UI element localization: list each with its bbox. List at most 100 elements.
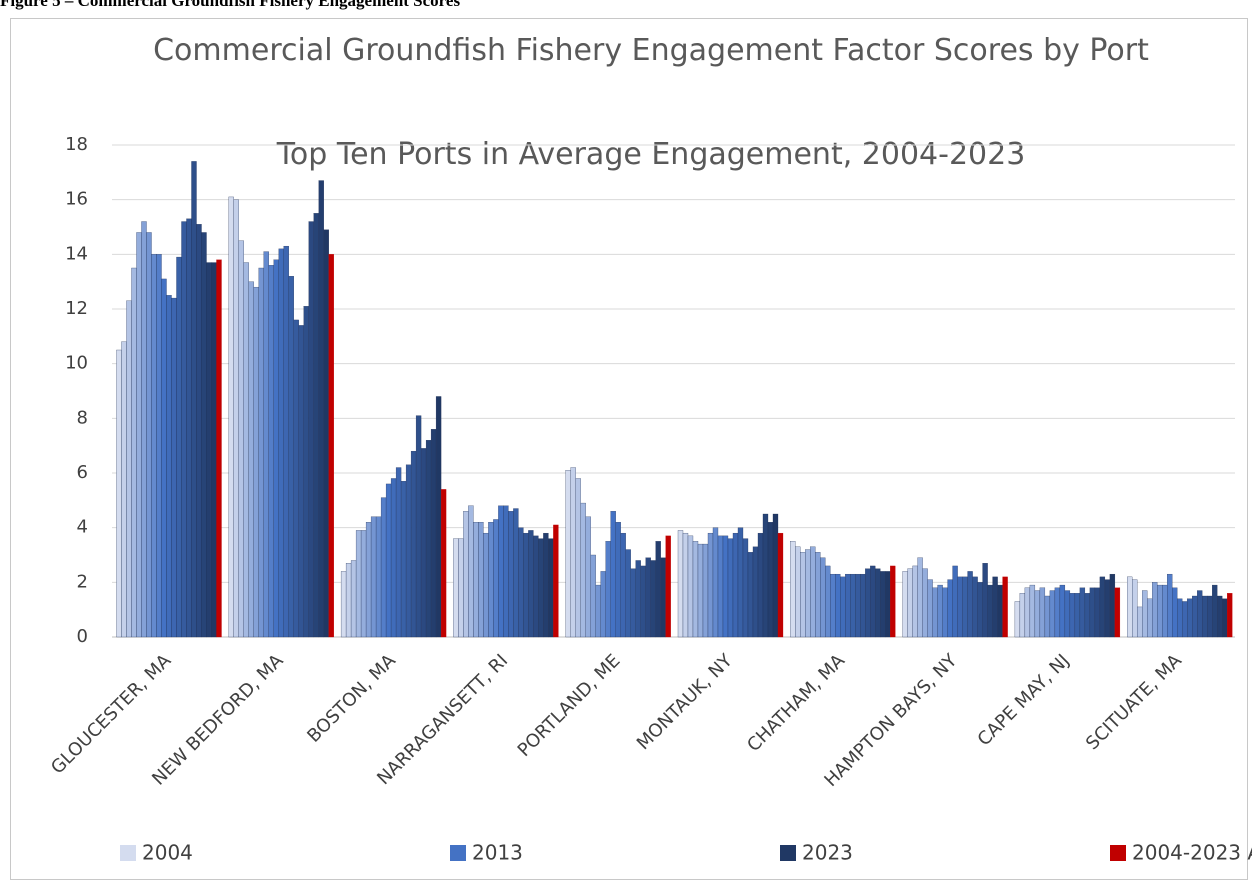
bar bbox=[790, 541, 796, 638]
bar bbox=[610, 511, 616, 638]
bar bbox=[912, 565, 918, 638]
bar bbox=[1054, 587, 1061, 638]
bar bbox=[615, 522, 621, 638]
bar bbox=[1099, 576, 1106, 638]
bar bbox=[405, 464, 412, 638]
bar bbox=[126, 300, 132, 638]
bar bbox=[825, 565, 831, 638]
bar bbox=[687, 535, 694, 638]
bar bbox=[957, 576, 963, 638]
bar bbox=[166, 295, 172, 638]
bar bbox=[625, 549, 631, 638]
bar bbox=[997, 584, 1003, 638]
bar bbox=[927, 579, 933, 638]
bar bbox=[907, 568, 913, 638]
bar bbox=[308, 221, 314, 638]
bar bbox=[263, 251, 269, 638]
bar bbox=[1064, 590, 1071, 638]
bar bbox=[146, 232, 152, 638]
bar bbox=[742, 538, 749, 638]
x-tick-label: CHATHAM, MA bbox=[743, 650, 849, 756]
bar bbox=[453, 538, 459, 638]
bar bbox=[253, 286, 259, 638]
legend-label: 2004-2023 Average bbox=[1132, 841, 1252, 865]
bar bbox=[1127, 576, 1133, 638]
bar bbox=[385, 483, 392, 638]
bar bbox=[1197, 590, 1203, 638]
bar bbox=[298, 325, 304, 638]
bar bbox=[682, 532, 689, 638]
bar bbox=[323, 229, 329, 638]
y-tick-label: 8 bbox=[77, 407, 88, 428]
bar bbox=[757, 532, 764, 638]
bar bbox=[1019, 593, 1026, 638]
y-tick-label: 18 bbox=[65, 134, 88, 155]
bar bbox=[1024, 587, 1031, 638]
bar bbox=[440, 489, 447, 638]
bar bbox=[1104, 579, 1111, 638]
bar bbox=[630, 568, 636, 638]
bar bbox=[1227, 593, 1233, 638]
bar bbox=[400, 481, 407, 638]
bar bbox=[645, 557, 651, 638]
bar bbox=[350, 560, 357, 638]
bar bbox=[131, 267, 137, 638]
bar bbox=[575, 478, 581, 638]
bar bbox=[293, 319, 299, 638]
bar bbox=[620, 532, 626, 638]
bar bbox=[937, 584, 943, 638]
bar bbox=[1162, 584, 1168, 638]
bar bbox=[962, 576, 968, 638]
bar bbox=[211, 262, 217, 638]
x-tick-label: SCITUATE, MA bbox=[1082, 650, 1186, 754]
bar bbox=[458, 538, 464, 638]
bar bbox=[702, 543, 709, 638]
bar bbox=[478, 522, 484, 638]
bar bbox=[410, 450, 417, 638]
bar bbox=[752, 546, 759, 638]
x-tick-label: BOSTON, MA bbox=[303, 650, 400, 747]
bar bbox=[1132, 579, 1138, 638]
bar bbox=[952, 565, 958, 638]
bar bbox=[982, 563, 988, 638]
legend-swatch bbox=[120, 845, 136, 861]
bar bbox=[268, 265, 274, 638]
bar bbox=[1034, 590, 1041, 638]
bar bbox=[677, 530, 684, 638]
bar bbox=[580, 502, 586, 638]
bar bbox=[590, 554, 596, 638]
x-tick-label: MONTAUK, NY bbox=[633, 650, 738, 755]
bar bbox=[161, 278, 167, 638]
bar bbox=[136, 232, 142, 638]
bar bbox=[772, 513, 779, 638]
bar bbox=[942, 587, 948, 638]
bar bbox=[360, 530, 367, 638]
bar bbox=[548, 538, 554, 638]
bar bbox=[737, 527, 744, 638]
legend-label: 2004 bbox=[142, 841, 193, 865]
bar bbox=[1157, 584, 1163, 638]
bar bbox=[248, 281, 254, 638]
bar bbox=[805, 549, 811, 638]
bar bbox=[313, 213, 319, 638]
bar bbox=[288, 276, 294, 638]
bar bbox=[1029, 584, 1036, 638]
legend-label: 2023 bbox=[802, 841, 853, 865]
bar bbox=[513, 508, 519, 638]
bar bbox=[415, 415, 422, 638]
bar bbox=[318, 180, 324, 638]
bar bbox=[565, 470, 571, 638]
bar bbox=[1094, 587, 1101, 638]
bar bbox=[206, 262, 212, 638]
bar bbox=[181, 221, 187, 638]
bar bbox=[1147, 598, 1153, 638]
legend-label: 2013 bbox=[472, 841, 523, 865]
y-tick-label: 14 bbox=[65, 243, 88, 264]
bar bbox=[258, 267, 264, 638]
bar bbox=[1152, 582, 1158, 638]
bar bbox=[777, 532, 784, 638]
bar bbox=[1177, 598, 1183, 638]
bar bbox=[395, 467, 402, 638]
bar bbox=[875, 568, 881, 638]
